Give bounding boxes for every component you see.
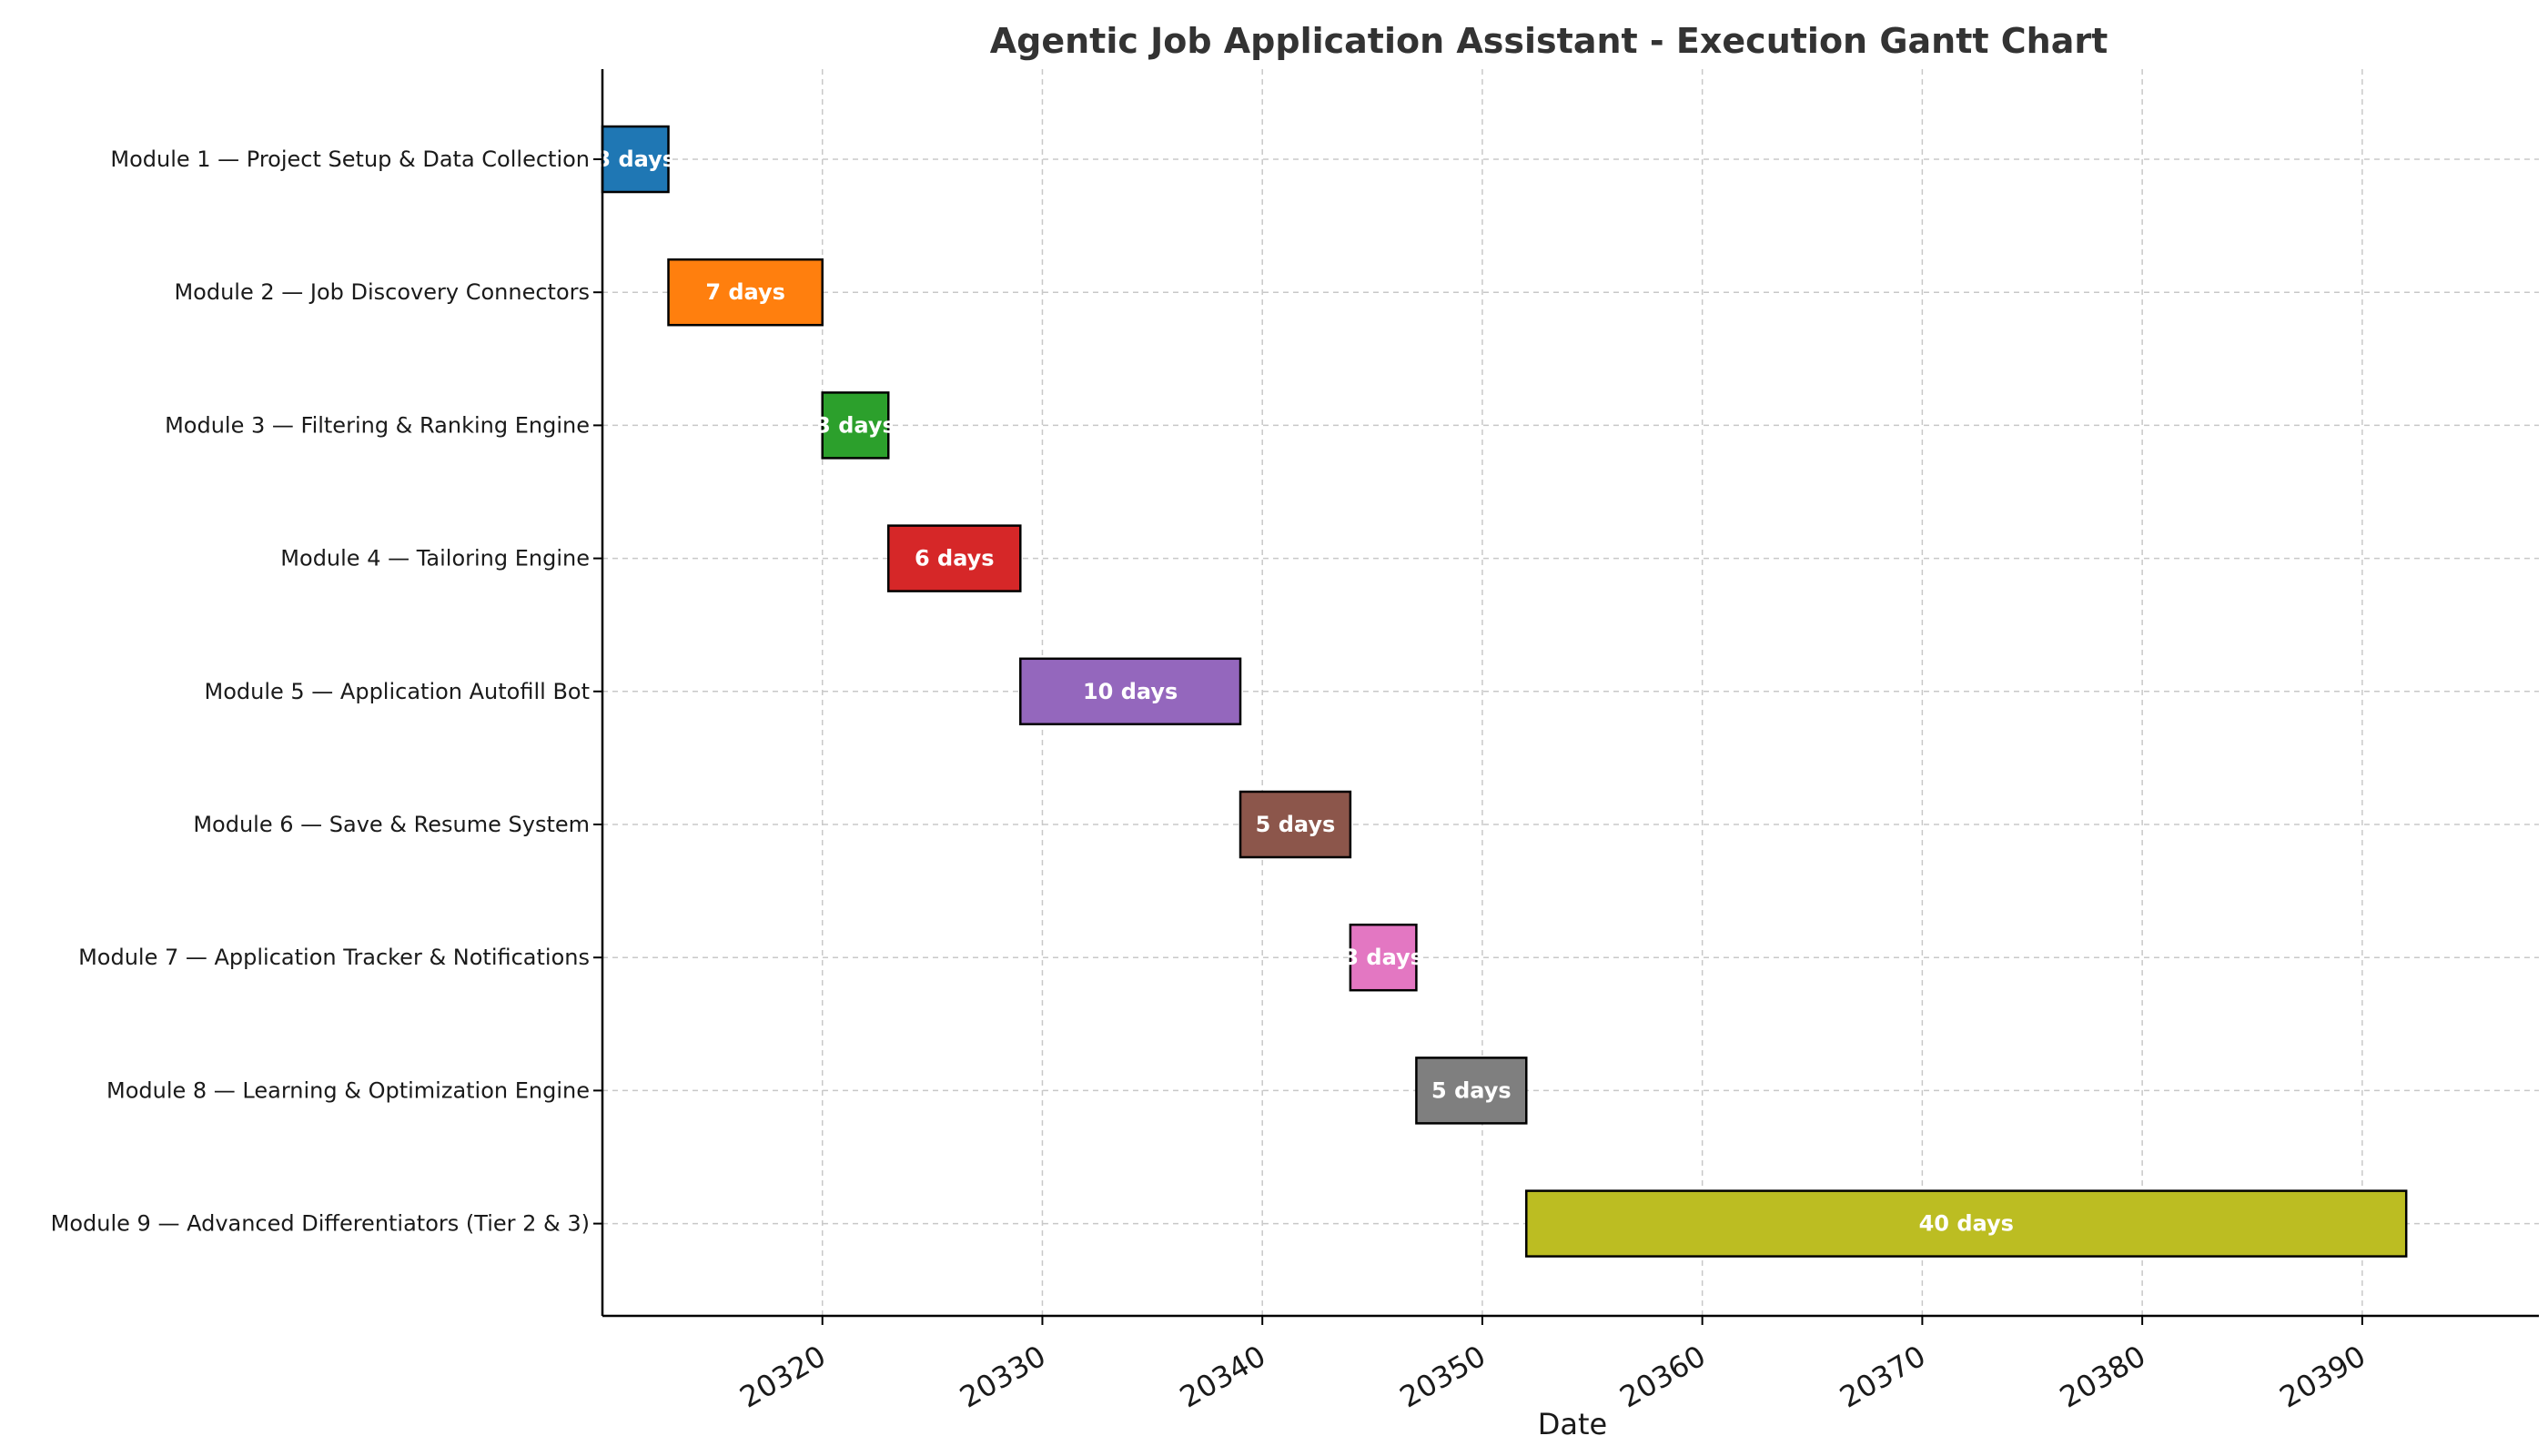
bar-duration-label: 10 days (1083, 679, 1178, 704)
task-label: Module 9 — Advanced Differentiators (Tie… (51, 1211, 590, 1237)
gantt-bar (1349, 923, 1418, 992)
bar-duration-label: 3 days (815, 412, 895, 438)
gantt-bar (601, 125, 670, 194)
gantt-bar (887, 524, 1022, 592)
x-tick-label: 20380 (2054, 1339, 2151, 1415)
bar-duration-label: 6 days (915, 546, 995, 571)
bar-duration-label: 5 days (1256, 812, 1336, 837)
task-label: Module 6 — Save & Resume System (193, 812, 590, 837)
x-tick-labels: 20320 20330 20340 20350 20360 20370 20380 20390 (734, 1339, 2371, 1415)
gantt-bar (1525, 1189, 2408, 1258)
gantt-bar (667, 258, 824, 327)
axes (593, 69, 2539, 1325)
bars: 3 days 7 days 3 days 6 days 10 days 5 days 3 d… (595, 125, 2408, 1258)
bar-duration-label: 5 days (1431, 1077, 1512, 1103)
chart-title: Agentic Job Application Assistant - Exec… (990, 21, 2108, 61)
x-tick-label: 20320 (734, 1339, 832, 1415)
bar-duration-label: 40 days (1919, 1211, 2014, 1237)
x-tick-label: 20350 (1394, 1339, 1491, 1415)
task-label: Module 7 — Application Tracker & Notific… (78, 945, 590, 970)
task-label: Module 3 — Filtering & Ranking Engine (165, 412, 590, 438)
task-label: Module 8 — Learning & Optimization Engin… (106, 1077, 590, 1103)
bar-duration-label: 3 days (1343, 945, 1423, 970)
task-label: Module 4 — Tailoring Engine (280, 546, 590, 571)
x-axis-label: Date (1538, 1407, 1607, 1441)
x-tick-label: 20360 (1613, 1339, 1711, 1415)
x-tick-label: 20330 (954, 1339, 1051, 1415)
gantt-bar (1415, 1057, 1528, 1125)
gantt-bar (1239, 790, 1352, 859)
task-label: Module 5 — Application Autofill Bot (204, 679, 590, 704)
gantt-bar (821, 391, 890, 460)
x-tick-label: 20390 (2274, 1339, 2371, 1415)
x-tick-label: 20340 (1174, 1339, 1271, 1415)
bar-duration-label: 7 days (705, 279, 785, 305)
task-label: Module 1 — Project Setup & Data Collecti… (110, 147, 590, 172)
grid-lines (602, 69, 2539, 1316)
bar-duration-label: 3 days (595, 147, 675, 172)
x-tick-label: 20370 (1834, 1339, 1931, 1415)
gantt-bar (1019, 657, 1242, 726)
task-labels: Module 1 — Project Setup & Data Collecti… (51, 147, 590, 1237)
task-label: Module 2 — Job Discovery Connectors (174, 279, 590, 305)
